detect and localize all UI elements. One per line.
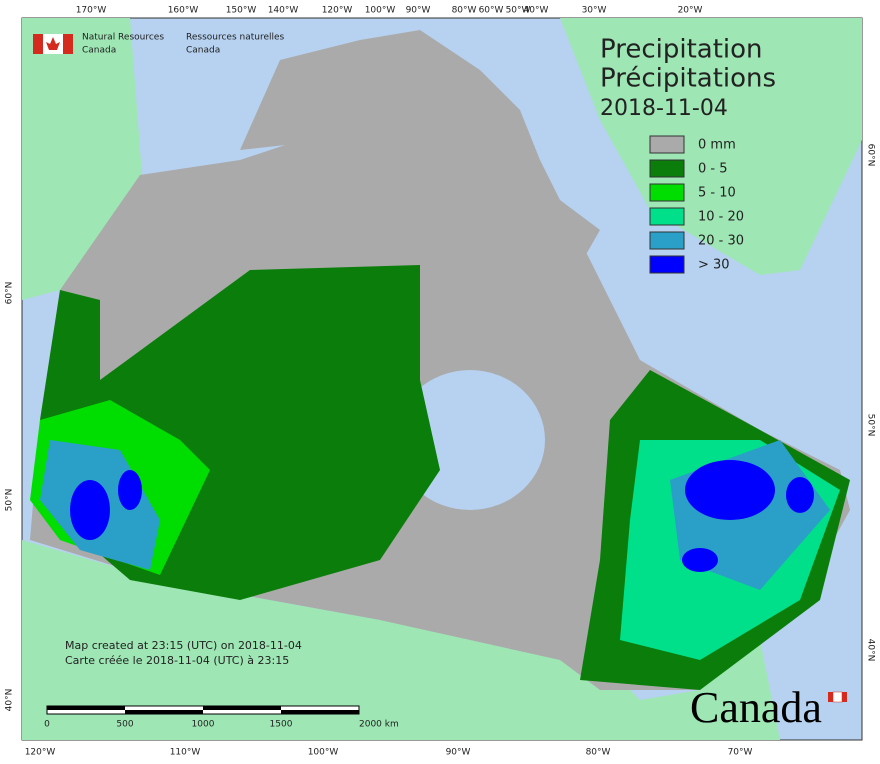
scale-label: 2000 km: [359, 720, 399, 730]
logo: [33, 34, 73, 54]
longitude-label: 60°W: [479, 6, 504, 16]
latitude-label: 50°N: [866, 414, 876, 437]
longitude-label: 120°W: [25, 748, 56, 758]
latitude-label: 40°N: [866, 639, 876, 662]
longitude-label: 40°W: [524, 6, 549, 16]
legend-label: 20 - 30: [698, 234, 744, 249]
scale-bar: [46, 705, 360, 715]
longitude-label: 70°W: [728, 748, 753, 758]
agency-en: Natural Resources: [82, 33, 164, 43]
longitude-label: 50°W: [506, 6, 531, 16]
note: Map created at 23:15 (UTC) on 2018-11-04: [65, 639, 302, 652]
land: [22, 18, 862, 740]
longitude-label: 30°W: [582, 6, 607, 16]
legend-swatch: [649, 183, 685, 202]
longitude-label: 100°W: [308, 748, 339, 758]
longitude-label: 90°W: [406, 6, 431, 16]
title: Precipitation: [600, 35, 763, 65]
longitude-label: 80°W: [586, 748, 611, 758]
scale-label: 1500: [270, 720, 293, 730]
longitude-label: 150°W: [226, 6, 257, 16]
legend-label: 0 - 5: [698, 162, 728, 177]
legend-label: 5 - 10: [698, 186, 736, 201]
wordmark-flag: [828, 691, 847, 703]
legend-swatch: [649, 135, 685, 154]
longitude-label: 120°W: [322, 6, 353, 16]
scale-label: 0: [44, 720, 50, 730]
longitude-label: 140°W: [268, 6, 299, 16]
legend-label: > 30: [698, 258, 730, 273]
legend-swatch: [649, 255, 685, 274]
longitude-label: 20°W: [678, 6, 703, 16]
longitude-label: 80°W: [452, 6, 477, 16]
longitude-label: 100°W: [365, 6, 396, 16]
legend-swatch: [649, 159, 685, 178]
country-fr: Canada: [186, 46, 220, 56]
wordmark: Canada: [690, 683, 822, 732]
title: Précipitations: [600, 64, 776, 94]
legend-label: 10 - 20: [698, 210, 744, 225]
legend-swatch: [649, 231, 685, 250]
date: 2018-11-04: [600, 96, 728, 121]
agency-fr: Ressources naturelles: [186, 33, 285, 43]
latitude-label: 60°N: [866, 144, 876, 167]
longitude-label: 110°W: [170, 748, 201, 758]
latitude-label: 50°N: [5, 489, 15, 512]
longitude-label: 90°W: [446, 748, 471, 758]
latitude-label: 40°N: [5, 689, 15, 712]
country-en: Canada: [82, 46, 116, 56]
latitude-label: 60°N: [5, 282, 15, 305]
scale-label: 500: [116, 720, 133, 730]
scale-label: 1000: [192, 720, 215, 730]
legend-label: 0 mm: [698, 138, 736, 153]
note: Carte créée le 2018-11-04 (UTC) à 23:15: [65, 654, 289, 667]
legend-swatch: [649, 207, 685, 226]
longitude-label: 170°W: [76, 6, 107, 16]
longitude-label: 160°W: [168, 6, 199, 16]
